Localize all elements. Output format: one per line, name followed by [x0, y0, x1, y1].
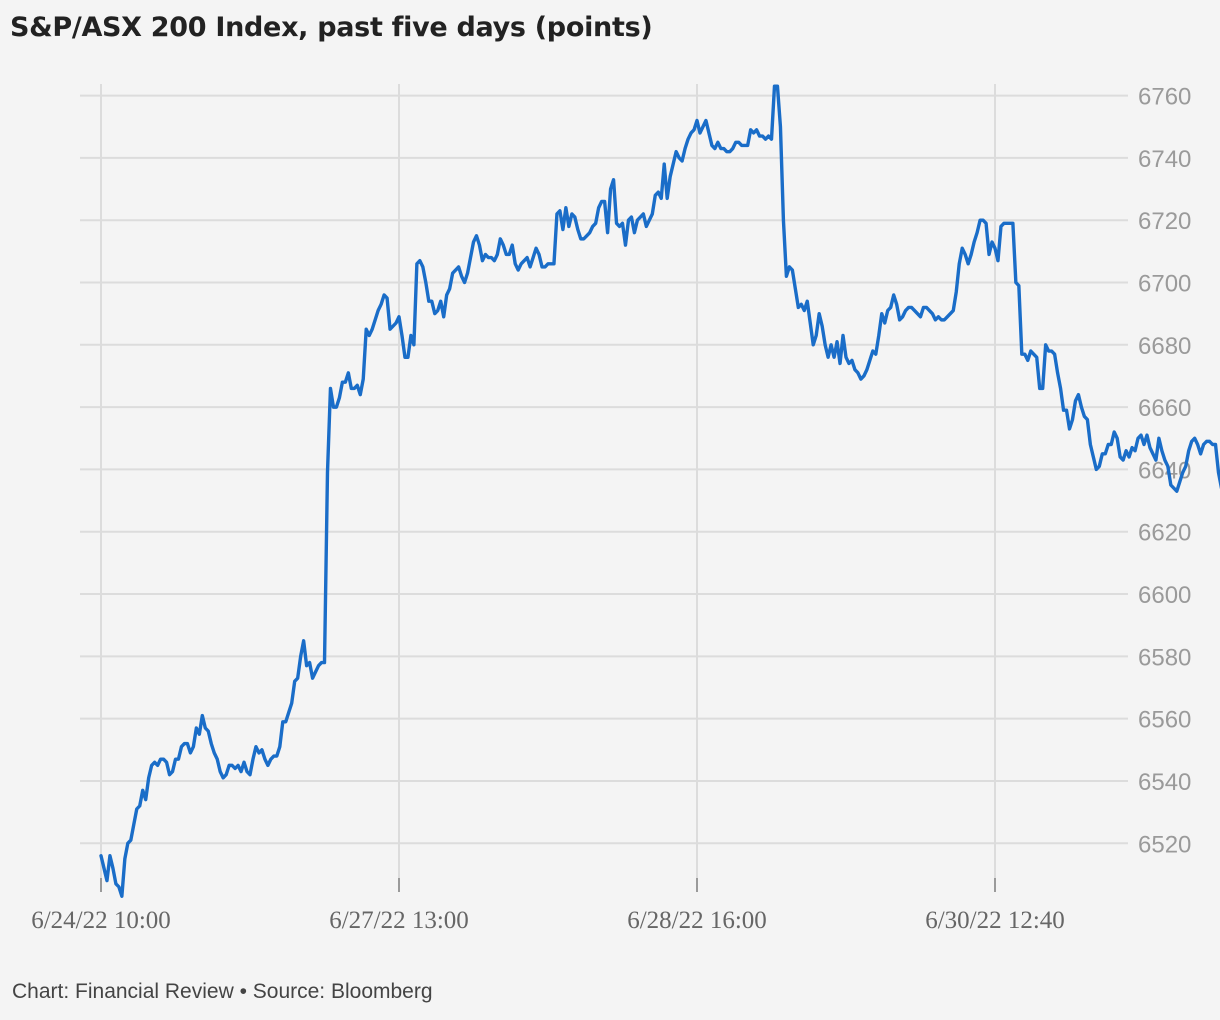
- y-tick-label: 6660: [1138, 395, 1191, 422]
- x-tick-label: 6/28/22 16:00: [627, 907, 767, 934]
- chart-footer: Chart: Financial Review • Source: Bloomb…: [12, 980, 433, 1003]
- x-tick-label: 6/24/22 10:00: [31, 907, 171, 934]
- y-tick-label: 6520: [1138, 831, 1191, 858]
- chart-title: S&P/ASX 200 Index, past five days (point…: [10, 12, 653, 43]
- x-axis-tick-labels: 6/24/22 10:00 6/27/22 13:00 6/28/22 16:00 6…: [31, 907, 1065, 934]
- vertical-gridlines: [100, 84, 996, 892]
- x-tick-label: 6/30/22 12:40: [925, 907, 1065, 934]
- y-tick-label: 6540: [1138, 769, 1191, 796]
- y-tick-label: 6620: [1138, 520, 1191, 547]
- y-tick-label: 6720: [1138, 208, 1191, 235]
- y-tick-label: 6700: [1138, 271, 1191, 298]
- y-tick-label: 6600: [1138, 582, 1191, 609]
- y-axis-tick-labels: 6520654065606580660066206640666066806700…: [1138, 84, 1191, 859]
- x-tick-label: 6/27/22 13:00: [329, 907, 469, 934]
- series-line: [99, 84, 1220, 898]
- y-tick-label: 6740: [1138, 146, 1191, 173]
- y-tick-label: 6580: [1138, 644, 1191, 671]
- horizontal-gridlines: [80, 94, 1128, 845]
- line-chart: 6520654065606580660066206640666066806700…: [31, 84, 1220, 934]
- y-tick-label: 6680: [1138, 333, 1191, 360]
- y-tick-label: 6760: [1138, 84, 1191, 111]
- y-tick-label: 6560: [1138, 707, 1191, 734]
